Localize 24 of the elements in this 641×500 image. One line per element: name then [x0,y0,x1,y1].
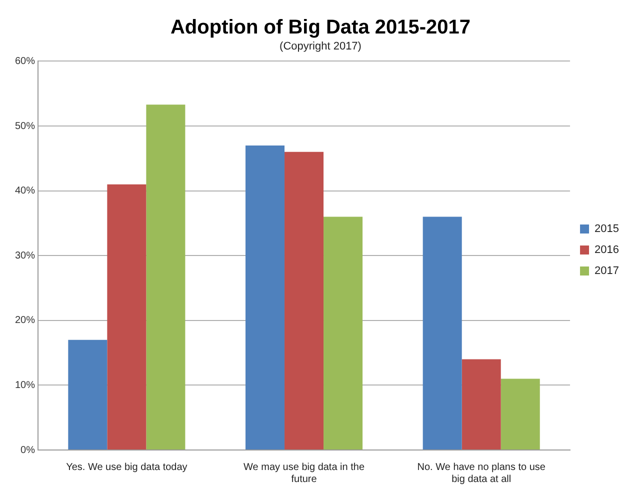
y-tick-label: 0% [20,444,36,456]
y-tick-label: 30% [15,250,36,262]
chart-title: Adoption of Big Data 2015-2017 [170,16,471,39]
bar [68,340,108,450]
y-tick-label: 40% [15,186,36,197]
bar [284,152,324,450]
legend-label: 2016 [594,244,620,256]
legend-label: 2015 [594,223,620,236]
x-tick-label: No. We have no plans to use big data at all [417,462,546,485]
bar [246,145,285,450]
bar [462,359,501,450]
chart-subtitle: (Copyright 2017) [280,40,362,53]
legend-label: 2017 [594,265,620,278]
y-tick-label: 50% [15,120,36,132]
bar [422,216,462,450]
y-tick-label: 10% [15,380,36,391]
bar [324,216,363,450]
bar [107,184,146,450]
x-tick-label: We may use big data in the future [244,462,365,485]
bar [500,378,540,450]
y-tick-label: 60% [15,56,36,67]
bar [146,104,186,450]
y-tick-label: 20% [15,315,36,326]
x-tick-label: Yes. We use big data today [66,462,188,473]
